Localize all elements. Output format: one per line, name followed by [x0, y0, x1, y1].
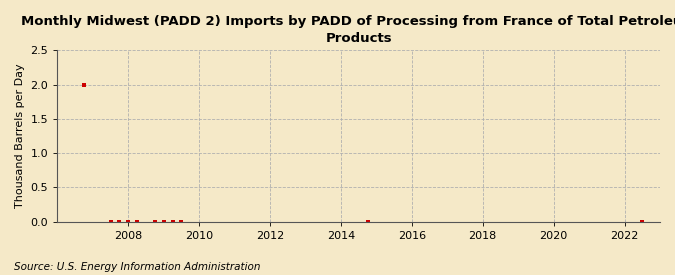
Y-axis label: Thousand Barrels per Day: Thousand Barrels per Day [15, 64, 25, 208]
Text: Source: U.S. Energy Information Administration: Source: U.S. Energy Information Administ… [14, 262, 260, 272]
Title: Monthly Midwest (PADD 2) Imports by PADD of Processing from France of Total Petr: Monthly Midwest (PADD 2) Imports by PADD… [21, 15, 675, 45]
